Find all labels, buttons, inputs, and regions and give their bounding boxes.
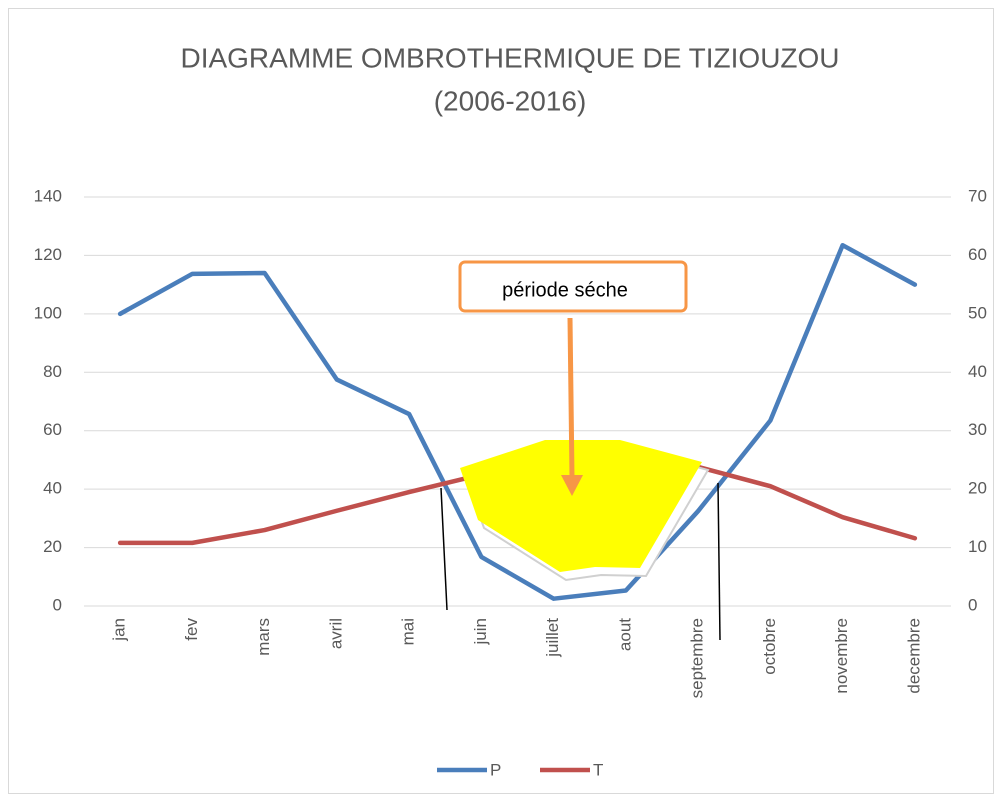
y2-tick-label: 60 xyxy=(968,245,987,264)
y2-tick-label: 70 xyxy=(968,186,987,205)
arrow-shaft xyxy=(567,317,575,479)
y2-tick-label: 30 xyxy=(968,420,987,439)
x-tick-label: mai xyxy=(399,618,418,645)
y-tick-label: 0 xyxy=(53,595,62,614)
y-tick-label: 40 xyxy=(43,479,62,498)
annotation: période séche xyxy=(502,279,628,301)
y-tick-label: 80 xyxy=(43,362,62,381)
x-tick-label: mars xyxy=(254,618,273,656)
y-tick-label: 140 xyxy=(34,186,62,205)
y-tick-label: 60 xyxy=(43,420,62,439)
x-tick-label: decembre xyxy=(904,618,923,694)
x-tick-label: juillet xyxy=(543,618,562,658)
x-tick-label: novembre xyxy=(832,618,851,694)
limit-line xyxy=(440,487,448,611)
dry-period-overlay: période séche xyxy=(440,260,721,641)
y2-tick-label: 10 xyxy=(968,537,987,556)
dry-area xyxy=(460,440,702,572)
y2-tick-label: 20 xyxy=(968,479,987,498)
legend-label: T xyxy=(593,760,603,779)
annotation-box xyxy=(458,260,688,313)
chart-frame xyxy=(8,8,994,794)
y2-tick-label: 50 xyxy=(968,303,987,322)
chart-title: DIAGRAMME OMBROTHERMIQUE DE TIZIOUZOU xyxy=(180,42,839,73)
y-tick-label: 120 xyxy=(34,245,62,264)
x-tick-label: aout xyxy=(615,618,634,651)
y-tick-label: 100 xyxy=(34,303,62,322)
series-line xyxy=(117,242,918,601)
limit-line xyxy=(717,482,721,641)
y-tick-label: 20 xyxy=(43,537,62,556)
legend-label: P xyxy=(490,760,501,779)
x-tick-label: septembre xyxy=(688,618,707,698)
x-tick-label: avril xyxy=(326,618,345,649)
x-tick-label: fev xyxy=(182,618,201,641)
x-tick-label: juin xyxy=(471,618,490,645)
y2-tick-label: 0 xyxy=(968,595,977,614)
y2-tick-label: 40 xyxy=(968,362,987,381)
chart-title: (2006-2016) xyxy=(434,85,587,116)
x-tick-label: jan xyxy=(110,618,129,642)
x-tick-label: octobre xyxy=(760,618,779,675)
arrow-head xyxy=(561,475,583,496)
